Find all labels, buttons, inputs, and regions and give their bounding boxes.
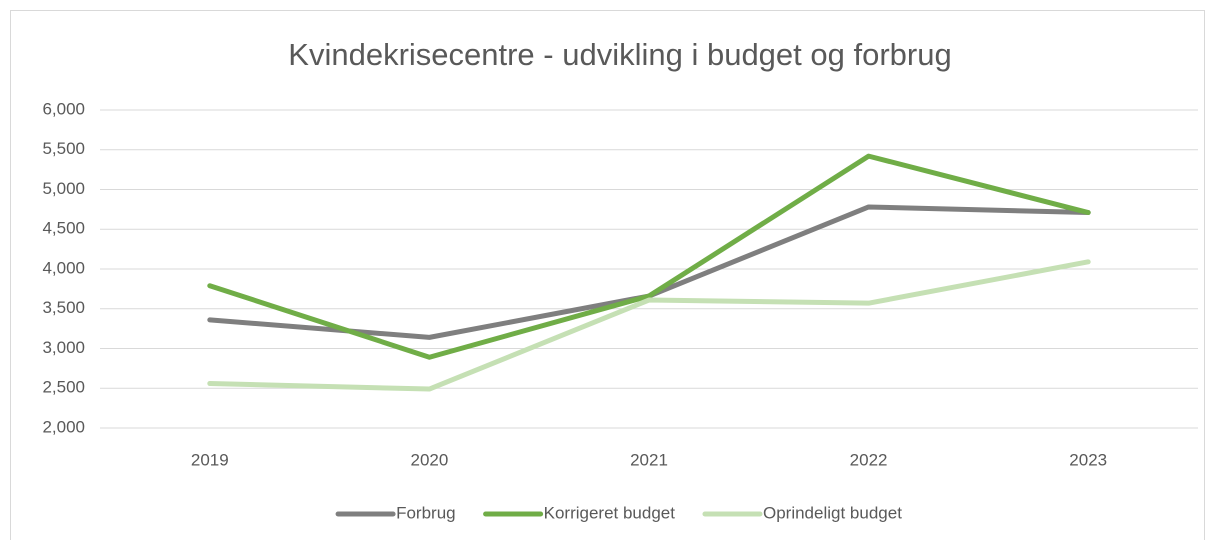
y-tick-label: 5,000: [42, 179, 85, 198]
chart-title: Kvindekrisecentre - udvikling i budget o…: [288, 37, 951, 72]
y-tick-label: 3,500: [42, 298, 85, 317]
chart-border: [10, 10, 1205, 540]
legend-label: Forbrug: [396, 503, 456, 522]
y-tick-label: 6,000: [42, 99, 85, 118]
x-tick-label: 2020: [410, 450, 448, 469]
x-tick-label: 2021: [630, 450, 668, 469]
series-line: [207, 204, 1091, 340]
y-tick-label: 3,000: [42, 338, 85, 357]
y-tick-label: 5,500: [42, 139, 85, 158]
series-line: [207, 153, 1091, 360]
legend-label: Korrigeret budget: [544, 503, 676, 522]
y-tick-label: 2,500: [42, 378, 85, 397]
y-tick-label: 4,500: [42, 219, 85, 238]
y-tick-label: 4,000: [42, 258, 85, 277]
legend-label: Oprindeligt budget: [763, 503, 902, 522]
x-tick-label: 2019: [191, 450, 229, 469]
x-tick-label: 2022: [850, 450, 888, 469]
series-line: [207, 259, 1091, 392]
x-tick-label: 2023: [1069, 450, 1107, 469]
y-tick-label: 2,000: [42, 417, 85, 436]
